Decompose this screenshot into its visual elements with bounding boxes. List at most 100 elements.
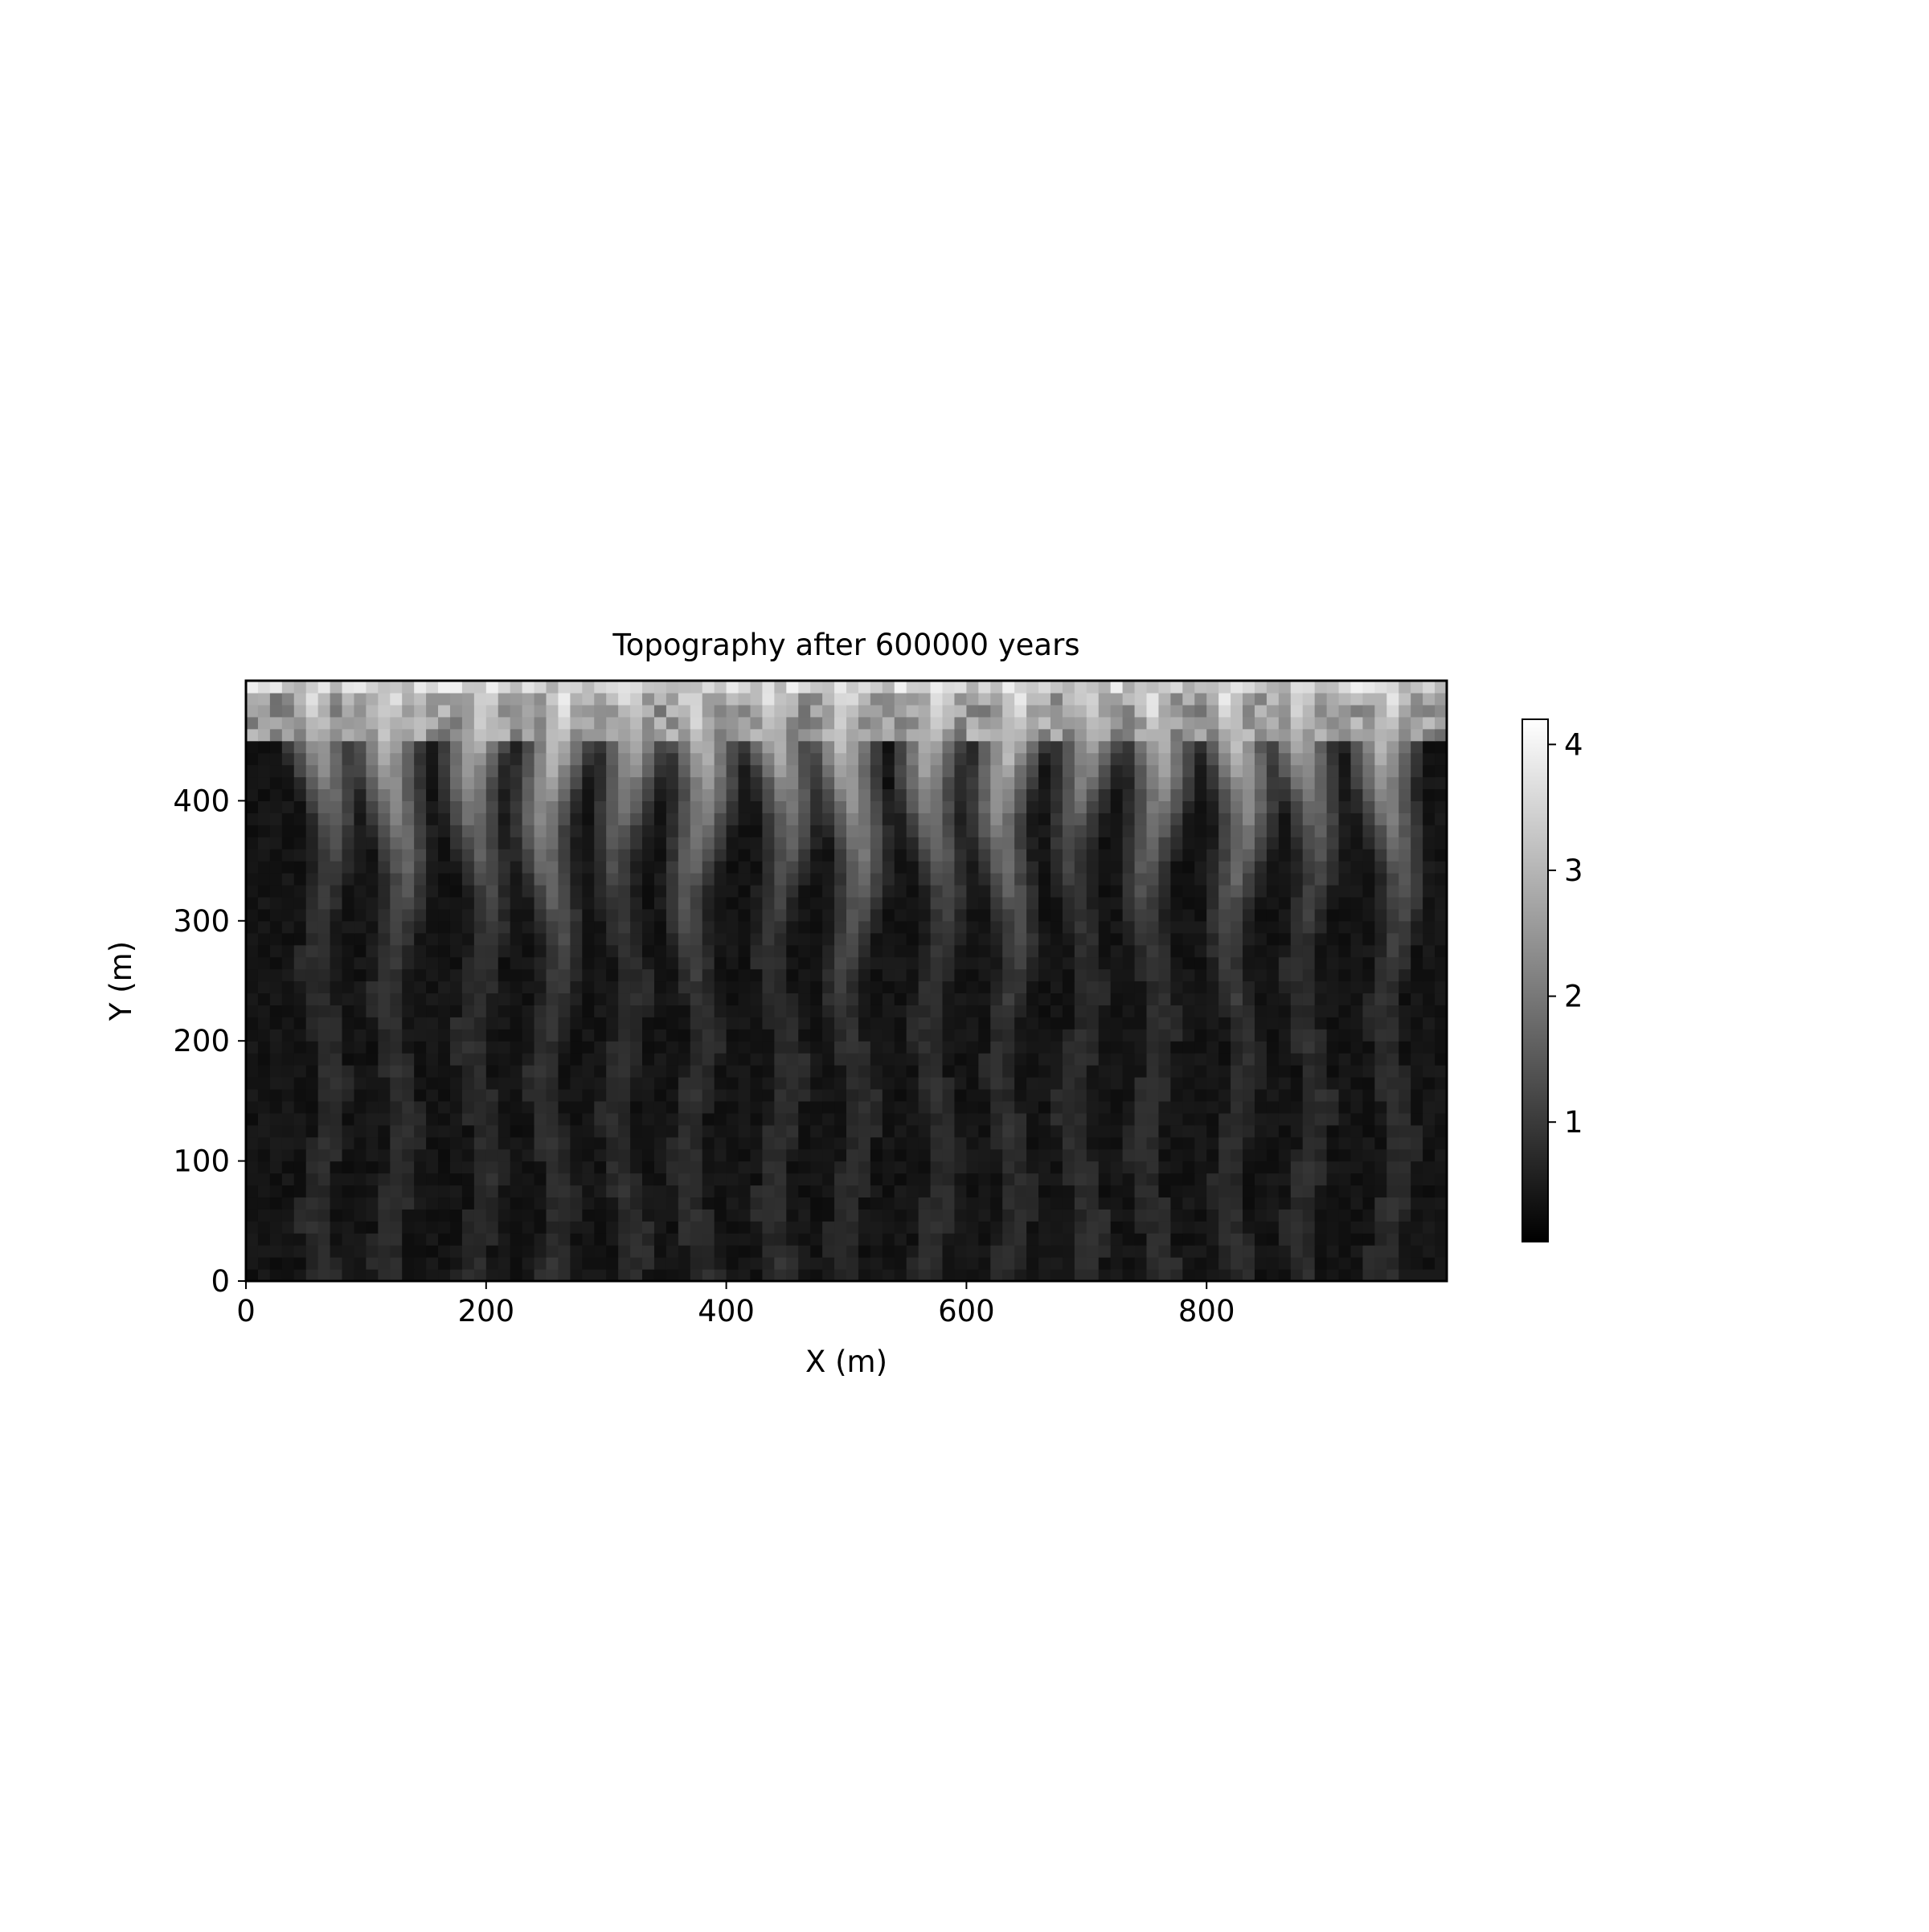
- heatmap-cell: [942, 1185, 956, 1198]
- heatmap-cell: [666, 1245, 679, 1258]
- heatmap-cell: [354, 1124, 367, 1138]
- heatmap-cell: [834, 728, 847, 742]
- heatmap-cell: [534, 1233, 547, 1246]
- heatmap-cell: [1326, 1017, 1340, 1029]
- heatmap-cell: [882, 1124, 895, 1138]
- heatmap-cell: [762, 896, 775, 910]
- heatmap-cell: [1098, 993, 1112, 1005]
- heatmap-cell: [485, 861, 499, 874]
- heatmap-cell: [1062, 1233, 1075, 1246]
- heatmap-cell: [354, 825, 367, 837]
- heatmap-cell: [1435, 920, 1448, 934]
- heatmap-cell: [269, 849, 283, 862]
- heatmap-cell: [390, 920, 403, 934]
- heatmap-cell: [438, 1029, 451, 1042]
- heatmap-cell: [774, 1209, 787, 1222]
- heatmap-cell: [558, 1088, 571, 1102]
- heatmap-cell: [414, 1065, 427, 1078]
- heatmap-cell: [246, 1221, 259, 1234]
- heatmap-cell: [1326, 813, 1340, 825]
- heatmap-cell: [894, 1041, 907, 1054]
- heatmap-cell: [1266, 1136, 1280, 1150]
- heatmap-cell: [870, 1065, 883, 1078]
- heatmap-cell: [1170, 1077, 1183, 1090]
- heatmap-cell: [293, 1005, 307, 1017]
- heatmap-cell: [653, 1221, 667, 1234]
- heatmap-cell: [1170, 884, 1183, 898]
- heatmap-cell: [546, 920, 559, 934]
- heatmap-cell: [1158, 788, 1171, 801]
- heatmap-cell: [1362, 1041, 1375, 1054]
- heatmap-cell: [1435, 896, 1448, 910]
- heatmap-cell: [918, 1136, 932, 1150]
- heatmap-cell: [774, 837, 787, 849]
- heatmap-cell: [786, 884, 799, 898]
- heatmap-cell: [762, 1100, 775, 1114]
- heatmap-cell: [690, 1197, 703, 1210]
- heatmap-cell: [402, 681, 415, 694]
- heatmap-cell: [1134, 908, 1148, 922]
- heatmap-cell: [1002, 1257, 1015, 1270]
- heatmap-cell: [449, 849, 463, 862]
- heatmap-cell: [293, 740, 307, 754]
- heatmap-cell: [402, 993, 415, 1005]
- heatmap-cell: [317, 1185, 331, 1198]
- heatmap-cell: [1362, 1088, 1375, 1102]
- heatmap-cell: [257, 1209, 271, 1222]
- heatmap-cell: [293, 980, 307, 994]
- heatmap-cell: [1218, 681, 1231, 694]
- heatmap-cell: [690, 1185, 703, 1198]
- heatmap-cell: [1146, 1112, 1160, 1126]
- heatmap-cell: [1074, 908, 1087, 922]
- heatmap-cell: [257, 788, 271, 801]
- heatmap-cell: [485, 788, 499, 801]
- heatmap-cell: [666, 1257, 679, 1270]
- heatmap-cell: [522, 1041, 535, 1054]
- heatmap-cell: [1374, 788, 1387, 801]
- heatmap-cell: [738, 873, 752, 886]
- heatmap-cell: [774, 1041, 787, 1054]
- heatmap-cell: [534, 1209, 547, 1222]
- heatmap-cell: [354, 813, 367, 825]
- heatmap-cell: [330, 1148, 343, 1162]
- heatmap-cell: [1110, 944, 1124, 958]
- heatmap-cell: [1290, 1005, 1304, 1017]
- heatmap-cell: [990, 1209, 1003, 1222]
- heatmap-cell: [1182, 728, 1195, 742]
- heatmap-cell: [1254, 1197, 1268, 1210]
- heatmap-cell: [1062, 1197, 1075, 1210]
- heatmap-cell: [1243, 1100, 1255, 1114]
- heatmap-cell: [594, 1088, 607, 1102]
- heatmap-cell: [1386, 896, 1399, 910]
- heatmap-cell: [510, 896, 523, 910]
- heatmap-cell: [1194, 1173, 1207, 1186]
- heatmap-cell: [510, 884, 523, 898]
- heatmap-cell: [1062, 861, 1075, 874]
- heatmap-cell: [870, 873, 883, 886]
- heatmap-cell: [1314, 849, 1328, 862]
- heatmap-cell: [378, 1148, 391, 1162]
- heatmap-cell: [1050, 837, 1063, 849]
- heatmap-cell: [954, 956, 967, 970]
- heatmap-cell: [461, 1257, 475, 1270]
- heatmap-cell: [1074, 920, 1087, 934]
- heatmap-cell: [906, 1148, 919, 1162]
- heatmap-cell: [822, 1269, 835, 1282]
- heatmap-cell: [498, 1245, 511, 1258]
- heatmap-cell: [594, 1124, 607, 1138]
- heatmap-cell: [582, 884, 595, 898]
- heatmap-cell: [1278, 956, 1292, 970]
- heatmap-cell: [906, 920, 919, 934]
- heatmap-cell: [1158, 1065, 1171, 1078]
- heatmap-cell: [1014, 884, 1027, 898]
- heatmap-cell: [1182, 1209, 1195, 1222]
- heatmap-cell: [1158, 692, 1171, 706]
- heatmap-cell: [1231, 1233, 1243, 1246]
- heatmap-cell: [630, 1112, 643, 1126]
- heatmap-cell: [762, 908, 775, 922]
- heatmap-cell: [1038, 1257, 1051, 1270]
- heatmap-cell: [510, 1160, 523, 1174]
- heatmap-cell: [750, 884, 764, 898]
- heatmap-cell: [1086, 1160, 1100, 1174]
- heatmap-cell: [1435, 800, 1448, 813]
